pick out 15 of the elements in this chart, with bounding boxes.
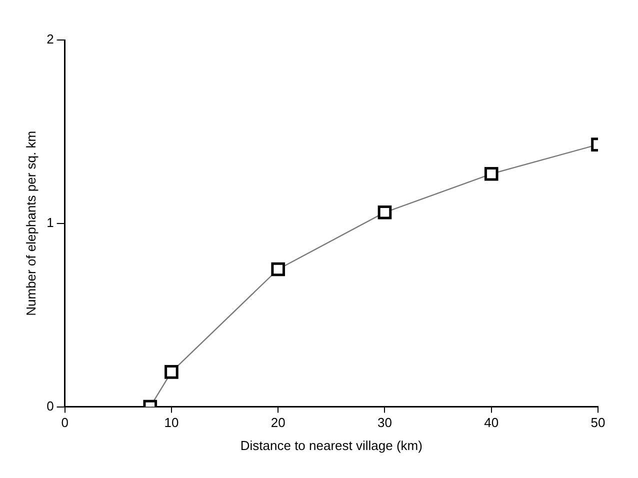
point <box>378 205 392 220</box>
y-tick-label: 1 <box>46 214 54 230</box>
x-tick-label: 50 <box>590 415 606 430</box>
y-tick-label: 0 <box>46 398 54 414</box>
x-tick-label: 20 <box>270 415 286 430</box>
y-axis-title: Number of elephants per sq. km <box>23 130 38 316</box>
x-tick-label: 40 <box>484 415 499 430</box>
point <box>271 262 286 276</box>
y-tick-label: 2 <box>46 32 54 47</box>
point <box>164 365 178 379</box>
x-tick-label: 10 <box>164 415 179 430</box>
x-axis-title: Distance to nearest village (km) <box>240 438 422 453</box>
point <box>484 166 498 181</box>
x-tick-label: 30 <box>378 415 392 430</box>
x-tick-label: 0 <box>61 415 68 430</box>
